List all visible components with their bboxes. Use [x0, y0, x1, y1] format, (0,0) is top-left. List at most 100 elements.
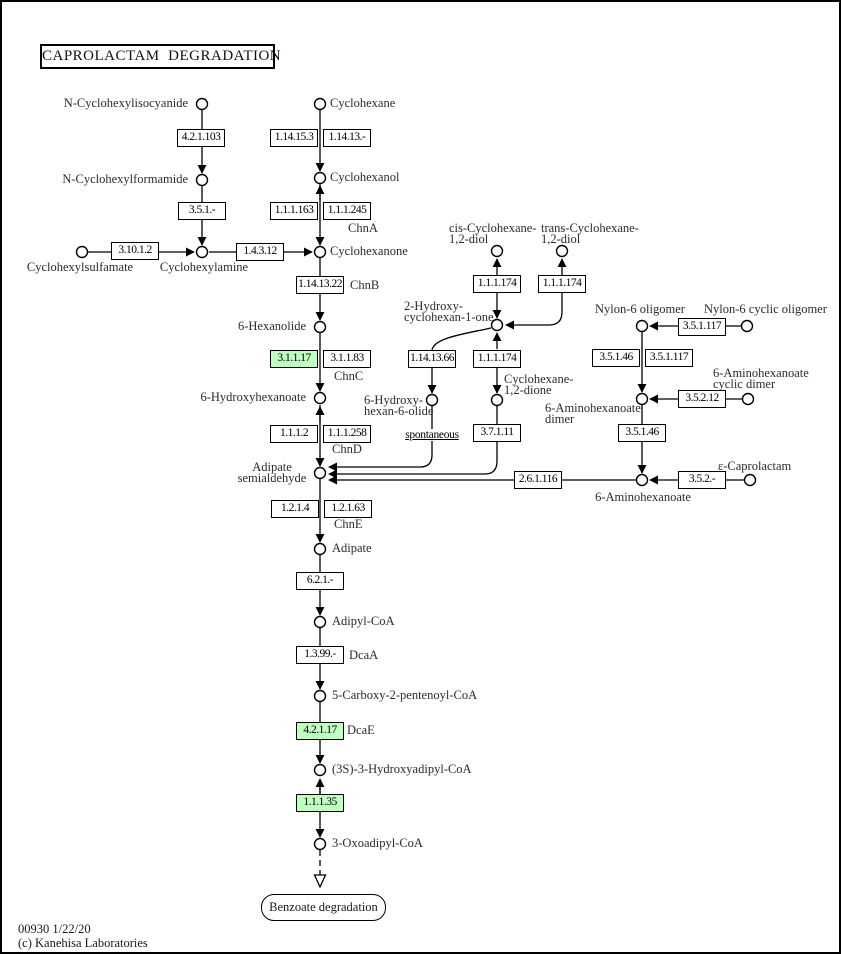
compound-cyclohexanone[interactable] [313, 245, 327, 259]
enzyme-box-1-1-1-174-trans[interactable]: 1.1.1.174 [538, 275, 586, 293]
label-aminohexanoate-dimer-line2: dimer [545, 412, 575, 426]
enzyme-box-3-5-1-46-lower[interactable]: 3.5.1.46 [618, 424, 666, 442]
enzyme-box-1-14-15-3[interactable]: 1.14.15.3 [270, 129, 318, 147]
map-link-arrowhead [313, 874, 327, 889]
compound-hydroxyhexanoate[interactable] [313, 391, 327, 405]
enzyme-box-3-5-1-46-upper[interactable]: 3.5.1.46 [592, 349, 640, 367]
edge-dione-adipatesemialdehyde [328, 406, 498, 479]
label-hydroxyhexanolide-line2: hexan-6-olide [364, 404, 434, 418]
compound-cyclohexanol[interactable] [313, 171, 327, 185]
gene-label-chnA: ChnA [348, 221, 378, 235]
label-adipate-semialdehyde: Adipate semialdehyde [230, 460, 314, 485]
compound-caprolactam[interactable] [743, 473, 757, 487]
gene-label-chnC: ChnC [334, 369, 364, 383]
label-cis-cyclohexane-diol: cis-Cyclohexane- 1,2-diol [449, 221, 537, 246]
compound-cis-cyclohexane-diol[interactable] [490, 244, 504, 258]
gene-label-chnE: ChnE [334, 517, 363, 531]
compound-cyclohexane[interactable] [313, 97, 327, 111]
compound-aminohexanoate-dimer[interactable] [635, 392, 649, 406]
label-trans-cyclohexane-diol: trans-Cyclohexane- 1,2-diol [541, 222, 639, 246]
enzyme-box-1-14-13-22[interactable]: 1.14.13.22 [296, 276, 344, 294]
gene-label-dcaA: DcaA [349, 648, 379, 662]
label-aminohexanoate-dimer-line1: 6-Aminohexanoate [545, 401, 641, 415]
label-hydroxycyclohexanone: 2-Hydroxy- cyclohexan-1-one [404, 300, 494, 324]
enzyme-box-1-1-1-163[interactable]: 1.1.1.163 [270, 202, 318, 220]
label-cyclohexanedione-line2: 1,2-dione [504, 383, 552, 397]
enzyme-box-1-3-99-x[interactable]: 1.3.99.- [296, 646, 344, 664]
edge-hydroxycyclohexanone-monooxygenase [431, 327, 492, 352]
label-hydroxyhexanolide: 6-Hydroxy- hexan-6-olide [364, 393, 434, 418]
enzyme-box-3-5-1-117-mid[interactable]: 3.5.1.117 [645, 349, 693, 367]
compound-n-cyclohexylformamide[interactable] [195, 173, 209, 187]
label-hexanolide: 6-Hexanolide [237, 319, 306, 333]
enzyme-box-1-1-1-2[interactable]: 1.1.1.2 [270, 425, 318, 443]
compound-adipate-semialdehyde[interactable] [313, 466, 327, 480]
enzyme-box-6-2-1-x[interactable]: 6.2.1.- [296, 572, 344, 590]
enzyme-box-3-5-2-12[interactable]: 3.5.2.12 [678, 390, 726, 408]
compound-hydroxycyclohexanone[interactable] [490, 318, 504, 332]
label-adipyl-coa: Adipyl-CoA [332, 614, 395, 628]
label-n-cyclohexylformamide: N-Cyclohexylformamide [62, 172, 188, 186]
compound-nylon6-oligomer[interactable] [635, 319, 649, 333]
enzyme-box-1-1-1-35[interactable]: 1.1.1.35 [296, 794, 344, 812]
compound-oxoadipyl-coa[interactable] [313, 837, 327, 851]
gene-label-chnD: ChnD [332, 442, 362, 456]
label-hydroxyhexanolide-line1: 6-Hydroxy- [364, 393, 424, 407]
enzyme-box-1-2-1-4[interactable]: 1.2.1.4 [271, 500, 319, 518]
enzyme-box-3-5-2-x[interactable]: 3.5.2.- [678, 471, 726, 489]
label-hydroxycyclohexanone-line2: cyclohexan-1-one [404, 310, 494, 324]
label-oxoadipyl-coa: 3-Oxoadipyl-CoA [332, 836, 423, 850]
benzoate-degradation-link[interactable]: Benzoate degradation [261, 894, 386, 921]
label-carboxy-pentenoyl-coa: 5-Carboxy-2-pentenoyl-CoA [332, 688, 478, 702]
label-aminohexanoate: 6-Aminohexanoate [595, 490, 691, 504]
compound-adipate[interactable] [313, 542, 327, 556]
compound-trans-cyclohexane-diol[interactable] [555, 244, 569, 258]
label-trans-diol-line2: 1,2-diol [541, 232, 581, 246]
enzyme-box-3-1-1-83[interactable]: 3.1.1.83 [323, 350, 371, 368]
label-caprolactam: ε-Caprolactam [718, 459, 792, 473]
enzyme-box-1-14-13-x[interactable]: 1.14.13.- [323, 129, 371, 147]
compound-aminohexanoate-cyclic-dimer[interactable] [741, 392, 755, 406]
label-nylon6-oligomer: Nylon-6 oligomer [595, 302, 685, 316]
edge-transdiol-hydroxycyclohexanone-reverse [505, 292, 563, 330]
enzyme-box-1-1-1-174-dione[interactable]: 1.1.1.174 [473, 350, 521, 368]
label-cyclohexylsulfamate: Cyclohexylsulfamate [26, 260, 134, 274]
enzyme-box-1-2-1-63[interactable]: 1.2.1.63 [324, 500, 372, 518]
compound-adipyl-coa[interactable] [313, 615, 327, 629]
label-adipate-semialdehyde-line1: Adipate [252, 460, 292, 474]
label-hydroxyadipyl-coa: (3S)-3-Hydroxyadipyl-CoA [332, 762, 472, 776]
label-cyclohexylamine: Cyclohexylamine [159, 260, 249, 274]
compound-hydroxyhexanolide[interactable] [425, 393, 439, 407]
enzyme-box-3-10-1-2[interactable]: 3.10.1.2 [111, 242, 159, 260]
compound-hexanolide[interactable] [313, 320, 327, 334]
enzyme-box-4-2-1-17[interactable]: 4.2.1.17 [296, 722, 344, 740]
label-cis-diol-line1: cis-Cyclohexane- [449, 221, 537, 235]
compound-cyclohexanedione[interactable] [490, 393, 504, 407]
compound-aminohexanoate[interactable] [635, 473, 649, 487]
label-cyclohexane: Cyclohexane [330, 96, 396, 110]
map-copyright: (c) Kanehisa Laboratories [18, 936, 148, 950]
enzyme-box-3-1-1-17[interactable]: 3.1.1.17 [270, 350, 318, 368]
compound-nylon6-cyclic-oligomer[interactable] [740, 319, 754, 333]
compound-n-cyclohexylisocyanide[interactable] [195, 97, 209, 111]
compound-carboxy-pentenoyl-coa[interactable] [313, 689, 327, 703]
enzyme-box-4-2-1-103[interactable]: 4.2.1.103 [177, 129, 225, 147]
enzyme-box-1-1-1-258[interactable]: 1.1.1.258 [323, 425, 371, 443]
label-cis-diol-line2: 1,2-diol [449, 232, 489, 246]
label-aminohexanoate-dimer: 6-Aminohexanoate dimer [545, 401, 641, 426]
enzyme-box-1-14-13-66[interactable]: 1.14.13.66 [408, 350, 456, 368]
enzyme-box-1-1-1-245[interactable]: 1.1.1.245 [323, 202, 371, 220]
compound-cyclohexylamine[interactable] [195, 245, 209, 259]
compound-cyclohexylsulfamate[interactable] [75, 245, 89, 259]
enzyme-box-3-5-1-x[interactable]: 3.5.1.- [178, 202, 226, 220]
enzyme-box-1-4-3-12[interactable]: 1.4.3.12 [236, 243, 284, 261]
enzyme-box-2-6-1-116[interactable]: 2.6.1.116 [514, 471, 562, 489]
compound-hydroxyadipyl-coa[interactable] [313, 763, 327, 777]
enzyme-box-1-1-1-174-cis[interactable]: 1.1.1.174 [473, 275, 521, 293]
label-aminohexanoate-cyclic-dimer-line1: 6-Aminohexanoate [713, 366, 809, 380]
enzyme-box-3-5-1-117-top[interactable]: 3.5.1.117 [678, 318, 726, 336]
gene-label-dcaE: DcaE [347, 723, 375, 737]
enzyme-box-3-7-1-11[interactable]: 3.7.1.11 [473, 424, 521, 442]
